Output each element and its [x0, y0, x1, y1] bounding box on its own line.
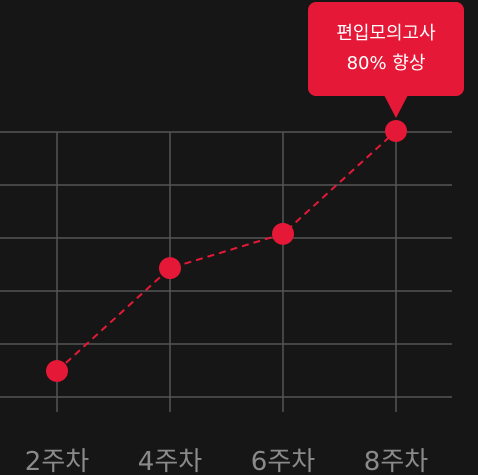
- x-tick-label: 6주차: [251, 447, 315, 475]
- callout-value: 80% 향상: [346, 53, 426, 74]
- data-point-2주차[interactable]: [46, 360, 68, 382]
- callout-pointer: [384, 95, 408, 118]
- x-axis-tick-labels: 2주차 4주차 6주차 8주차: [25, 447, 428, 475]
- x-tick-label: 4주차: [138, 447, 202, 475]
- data-point-4주차[interactable]: [159, 257, 181, 280]
- series-polyline: [56, 130, 397, 372]
- grid: [0, 131, 452, 412]
- improvement-callout: 편입모의고사 80% 향상: [308, 2, 464, 96]
- x-tick-label: 2주차: [25, 447, 89, 475]
- series-line: [56, 130, 397, 372]
- data-point-8주차[interactable]: [385, 120, 407, 142]
- x-tick-label: 8주차: [364, 447, 428, 475]
- series-points: [46, 120, 407, 382]
- data-point-6주차[interactable]: [272, 222, 294, 245]
- callout-title: 편입모의고사: [336, 23, 436, 44]
